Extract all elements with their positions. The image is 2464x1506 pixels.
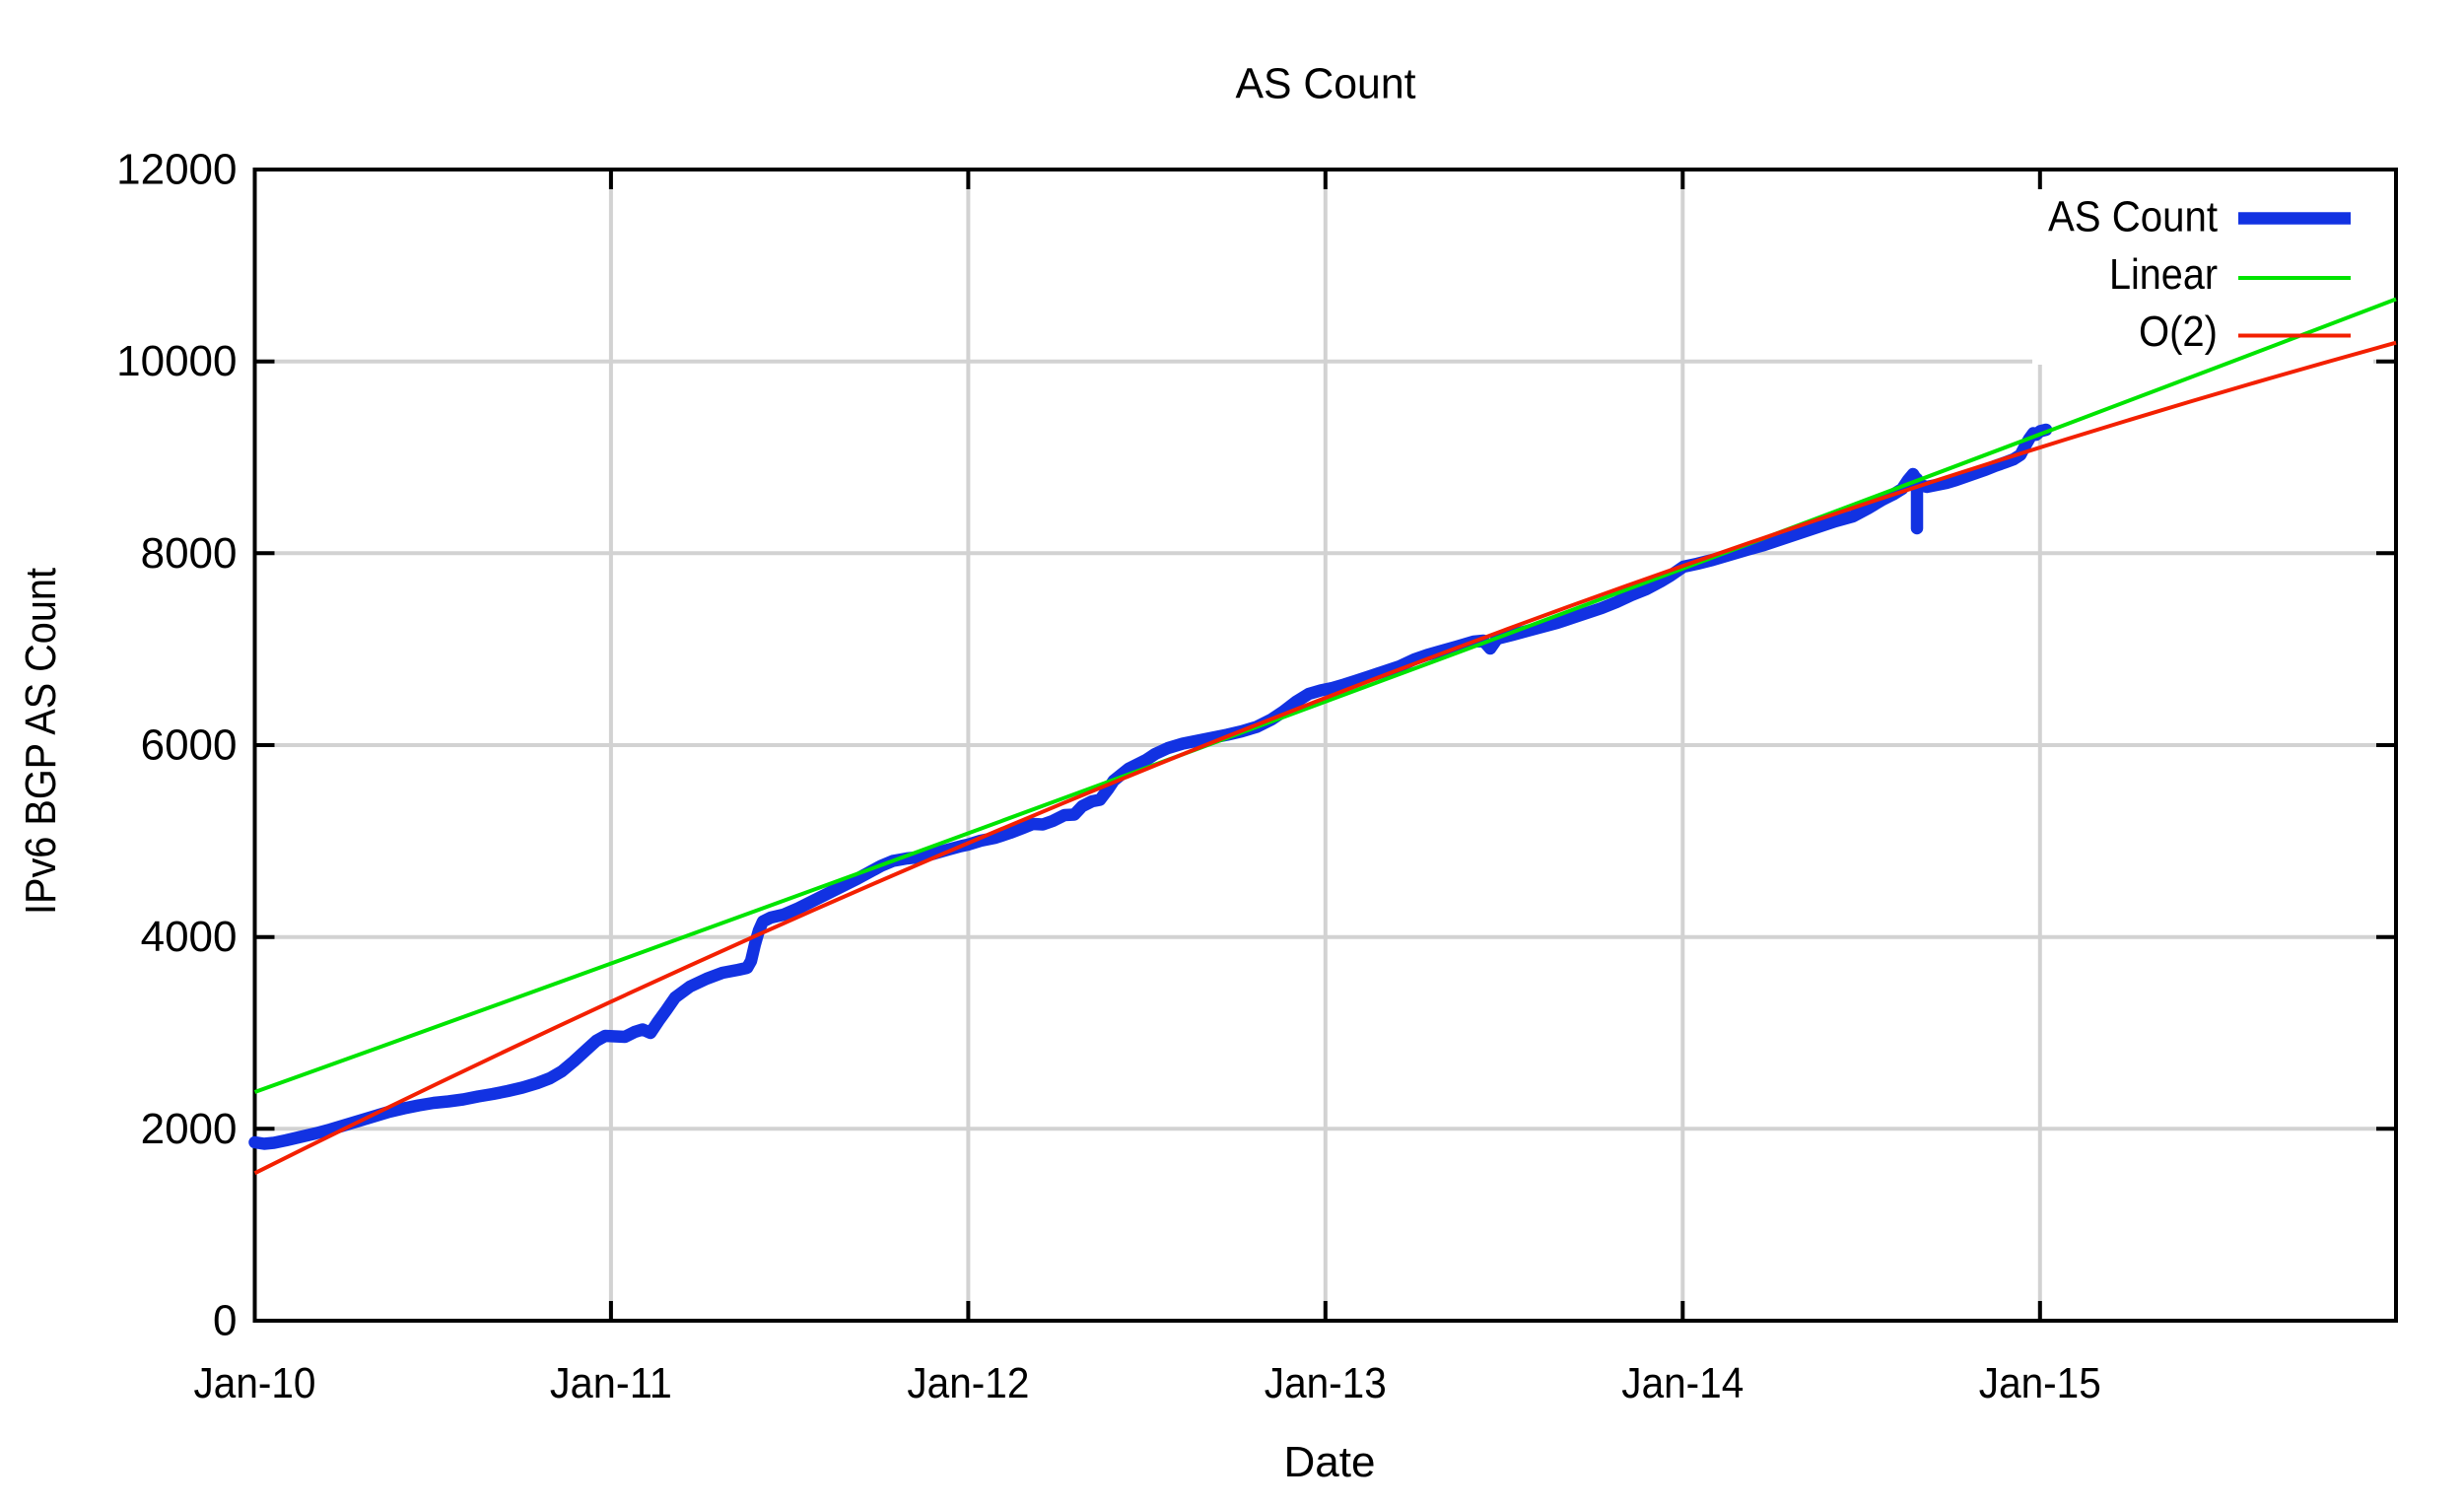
svg-text:Jan-11: Jan-11 (550, 1359, 672, 1407)
svg-text:AS Count: AS Count (1236, 60, 1416, 108)
svg-text:Jan-15: Jan-15 (1979, 1359, 2101, 1407)
svg-text:Linear: Linear (2109, 250, 2218, 299)
svg-text:O(2): O(2) (2139, 308, 2218, 356)
svg-text:0: 0 (213, 1297, 237, 1345)
svg-text:2000: 2000 (141, 1105, 238, 1153)
svg-text:Jan-10: Jan-10 (194, 1359, 316, 1407)
svg-text:6000: 6000 (141, 721, 238, 770)
svg-text:8000: 8000 (141, 529, 238, 578)
svg-text:Date: Date (1284, 1438, 1376, 1486)
svg-text:10000: 10000 (116, 337, 237, 385)
svg-text:4000: 4000 (141, 913, 238, 961)
svg-text:12000: 12000 (116, 146, 237, 194)
svg-text:Jan-14: Jan-14 (1621, 1359, 1744, 1407)
svg-text:AS Count: AS Count (2048, 193, 2218, 241)
svg-text:Jan-12: Jan-12 (907, 1359, 1029, 1407)
svg-text:Jan-13: Jan-13 (1265, 1359, 1387, 1407)
svg-text:IPv6 BGP AS Count: IPv6 BGP AS Count (17, 568, 65, 915)
